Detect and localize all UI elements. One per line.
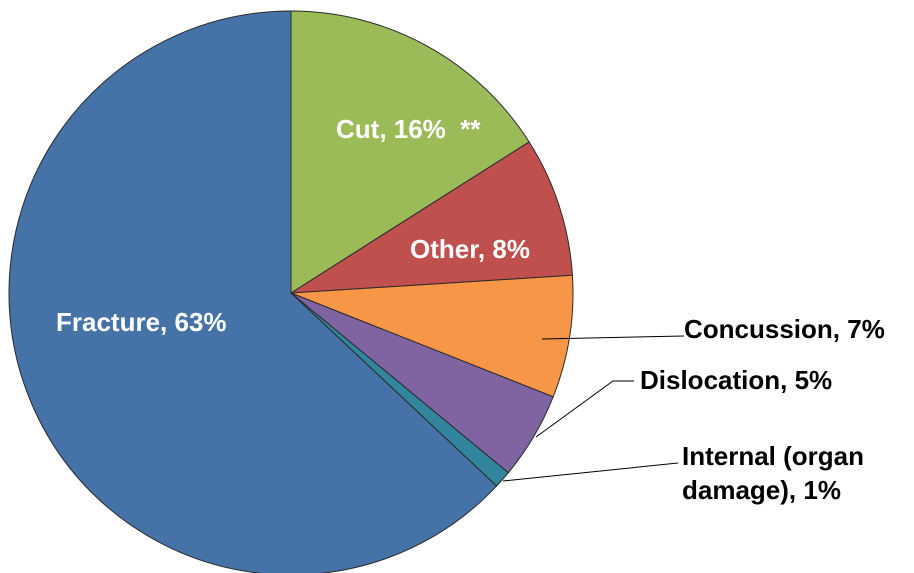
leader-line-dislocation: [535, 380, 634, 438]
pie-slices: [8, 10, 574, 573]
leader-line-internal-organ-damage: [502, 462, 679, 482]
slice-label-dislocation: Dislocation, 5%: [640, 365, 832, 395]
slice-labels: Cut, 16% ** Other, 8% Concussion, 7% Disloc…: [56, 114, 885, 505]
slice-label-fracture: Fracture, 63%: [56, 307, 227, 337]
slice-label-internal-organ-damage-line-2: damage), 1%: [682, 475, 841, 505]
leader-lines: [502, 335, 685, 482]
slice-label-other: Other, 8%: [410, 234, 530, 264]
slice-cut: [290, 10, 530, 294]
slice-label-internal-organ-damage-line-1: Internal (organ: [682, 441, 864, 471]
slice-other: [290, 141, 573, 294]
slice-label-cut: Cut, 16% **: [336, 114, 481, 144]
leader-line-concussion: [541, 335, 685, 340]
slice-label-concussion: Concussion, 7%: [684, 314, 885, 344]
slice-concussion: [290, 274, 574, 398]
slice-fracture: [8, 10, 498, 573]
